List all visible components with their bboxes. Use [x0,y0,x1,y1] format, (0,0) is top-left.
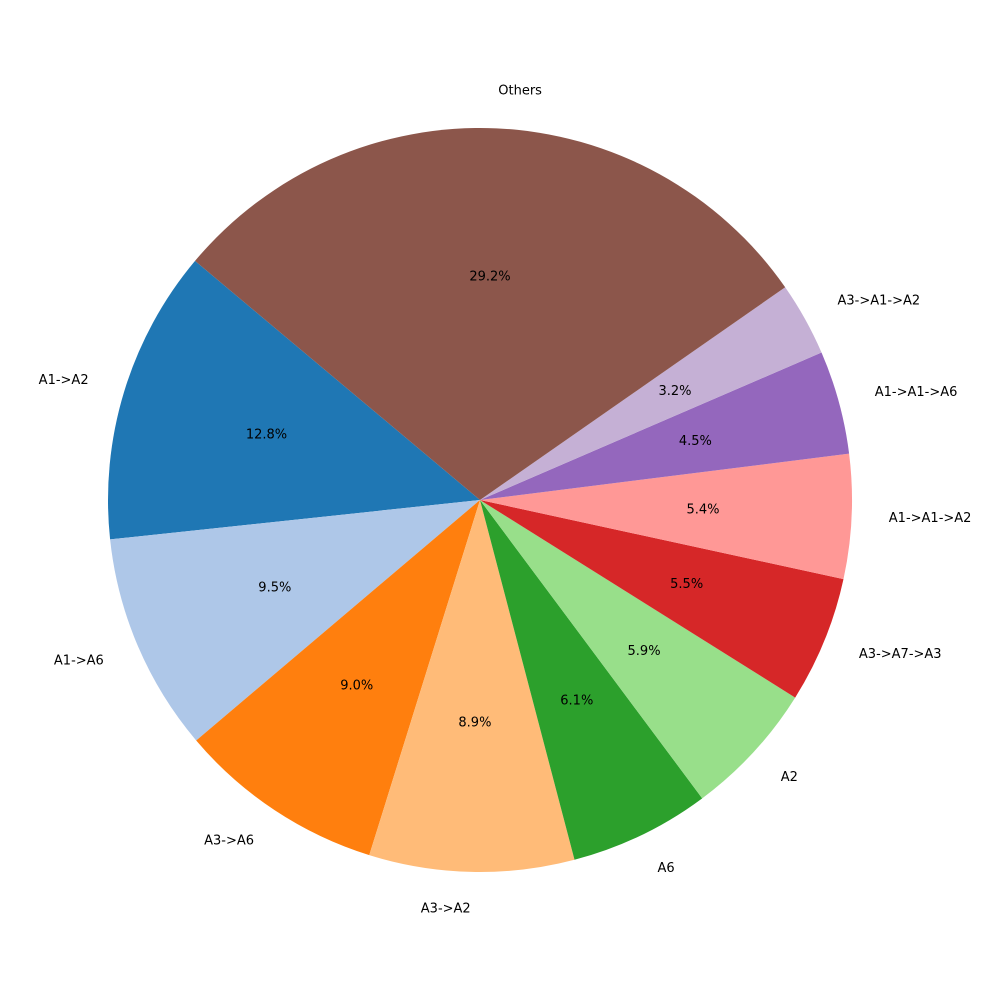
value-label: 29.2% [469,270,510,285]
value-label: 9.5% [258,580,291,595]
slice-label: A3->A2 [421,902,471,917]
pie-slice [110,500,481,741]
value-label: 5.4% [686,502,719,517]
value-label: 6.1% [560,694,593,709]
slice-label: A3->A6 [204,834,254,849]
slice-label: Others [498,84,542,99]
value-label: 3.2% [658,384,691,399]
slice-label: A2 [781,770,798,785]
pie-slice [196,500,480,856]
slice-label: A1->A6 [54,654,104,669]
value-label: 12.8% [246,427,287,442]
value-label: 4.5% [679,434,712,449]
pie-slice [195,127,786,500]
pie-slice [480,500,703,860]
pie-slice [480,287,822,500]
pie-slice [480,500,796,799]
pie-slice [480,500,844,698]
slice-label: A1->A1->A2 [889,511,972,526]
value-label: 8.9% [458,716,491,731]
value-label: 5.9% [628,644,661,659]
value-label: 9.0% [340,679,373,694]
pie-slice [107,260,481,540]
slice-label: A3->A1->A2 [837,293,920,308]
slice-label: A3->A7->A3 [859,647,942,662]
slice-label: A1->A2 [39,373,89,388]
pie-slice [369,500,575,873]
value-label: 5.5% [670,577,703,592]
slice-label: A6 [657,861,674,876]
pie-slice [480,453,852,580]
slice-label: A1->A1->A6 [875,385,958,400]
pie-slice [480,352,850,500]
